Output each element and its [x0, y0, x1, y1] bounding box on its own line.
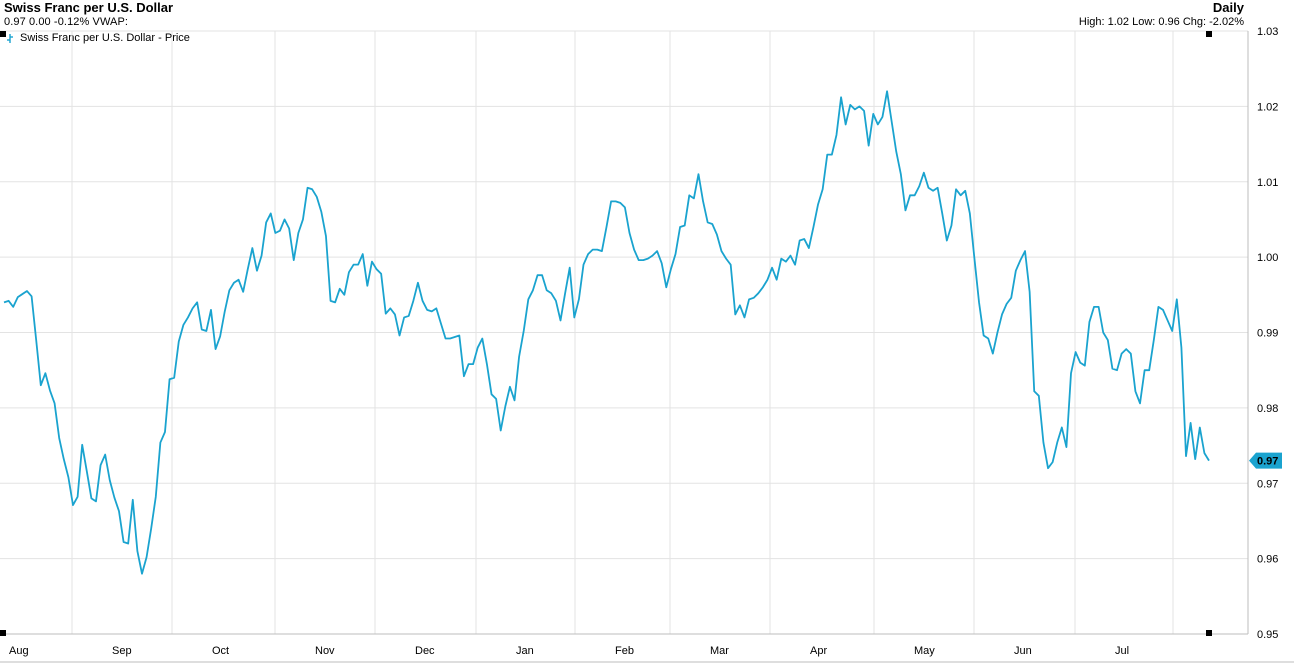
plot-corner-handles[interactable] [0, 31, 1212, 636]
legend-label: Swiss Franc per U.S. Dollar - Price [20, 32, 190, 44]
x-tick-label: Jul [1115, 645, 1129, 657]
chart-title: Swiss Franc per U.S. Dollar [4, 0, 174, 15]
y-tick-label: 1.01 [1257, 177, 1278, 189]
resize-handle[interactable] [0, 630, 6, 636]
x-tick-label: Apr [810, 645, 827, 657]
x-tick-label: Sep [112, 645, 132, 657]
series-layer [3, 90, 1210, 575]
y-tick-label: 0.98 [1257, 403, 1278, 415]
interval-label[interactable]: Daily [1212, 0, 1244, 15]
y-tick-label: 0.96 [1257, 554, 1278, 566]
legend[interactable]: Swiss Franc per U.S. Dollar - Price [6, 32, 190, 44]
price-series-line [3, 90, 1210, 575]
resize-handle[interactable] [0, 31, 6, 37]
high-low-change: High: 1.02 Low: 0.96 Chg: -2.02% [1078, 16, 1244, 28]
x-tick-label: Jan [516, 645, 534, 657]
last-price-value: 0.97 [1257, 456, 1278, 468]
resize-handle[interactable] [1206, 31, 1212, 37]
quote-stats: 0.97 0.00 -0.12% VWAP: [4, 16, 129, 28]
x-tick-label: Nov [315, 645, 335, 657]
x-tick-label: May [914, 645, 935, 657]
x-tick-label: Aug [9, 645, 29, 657]
axes: 1.03 1.02 1.01 1.00 0.99 0.98 0.97 0.96 0.95 Aug S… [0, 26, 1294, 663]
y-tick-label: 1.02 [1257, 101, 1278, 113]
y-tick-label: 0.97 [1257, 478, 1278, 490]
resize-handle[interactable] [1206, 630, 1212, 636]
y-tick-label: 1.00 [1257, 252, 1278, 264]
x-tick-label: Feb [615, 645, 634, 657]
last-price-tag: 0.97 [1249, 452, 1282, 469]
x-tick-label: Oct [212, 645, 229, 657]
x-tick-label: Jun [1014, 645, 1032, 657]
x-tick-label: Dec [415, 645, 435, 657]
price-series-icon [7, 33, 13, 43]
grid [0, 30, 1248, 635]
y-tick-label: 1.03 [1257, 26, 1278, 38]
y-tick-label: 0.95 [1257, 629, 1278, 641]
last-price-tag-shape [1249, 452, 1282, 469]
x-tick-label: Mar [710, 645, 729, 657]
y-tick-label: 0.99 [1257, 328, 1278, 340]
